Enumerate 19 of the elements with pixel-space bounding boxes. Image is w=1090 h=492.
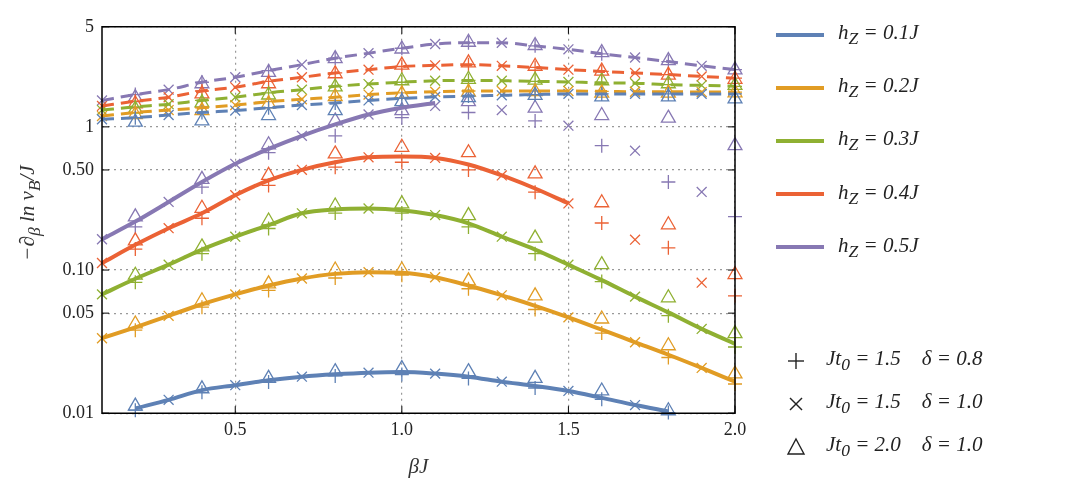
y-tick-label: 1: [85, 115, 94, 136]
x-tick-label: 1.0: [390, 418, 414, 439]
legend-label: h$_{Z}$ = 0.2J: [838, 73, 919, 103]
text: Jt$_{0}$ = 1.5 δ = 0.8: [826, 346, 983, 376]
y-tick-label: 0.05: [62, 301, 94, 322]
y-tick-label: 0.10: [62, 258, 94, 279]
x-tick-label: 1.5: [557, 418, 580, 439]
legend-label: h$_{Z}$ = 0.4J: [838, 179, 919, 209]
text: Jt$_{0}$ = 1.5 δ = 1.0: [826, 389, 983, 419]
x-tick-label: 0.5: [224, 418, 247, 439]
legend-label: h$_{Z}$ = 0.5J: [838, 232, 919, 262]
legend-label: h$_{Z}$ = 0.1J: [838, 20, 919, 50]
y-tick-label: 0.01: [62, 401, 94, 422]
legend-label: h$_{Z}$ = 0.3J: [838, 126, 919, 156]
x-axis-title: βJ: [407, 453, 431, 478]
text: Jt$_{0}$ = 2.0 δ = 1.0: [826, 432, 983, 462]
y-tick-label: 0.50: [62, 158, 94, 179]
x-tick-label: 2.0: [723, 418, 747, 439]
y-tick-label: 5: [85, 15, 94, 36]
